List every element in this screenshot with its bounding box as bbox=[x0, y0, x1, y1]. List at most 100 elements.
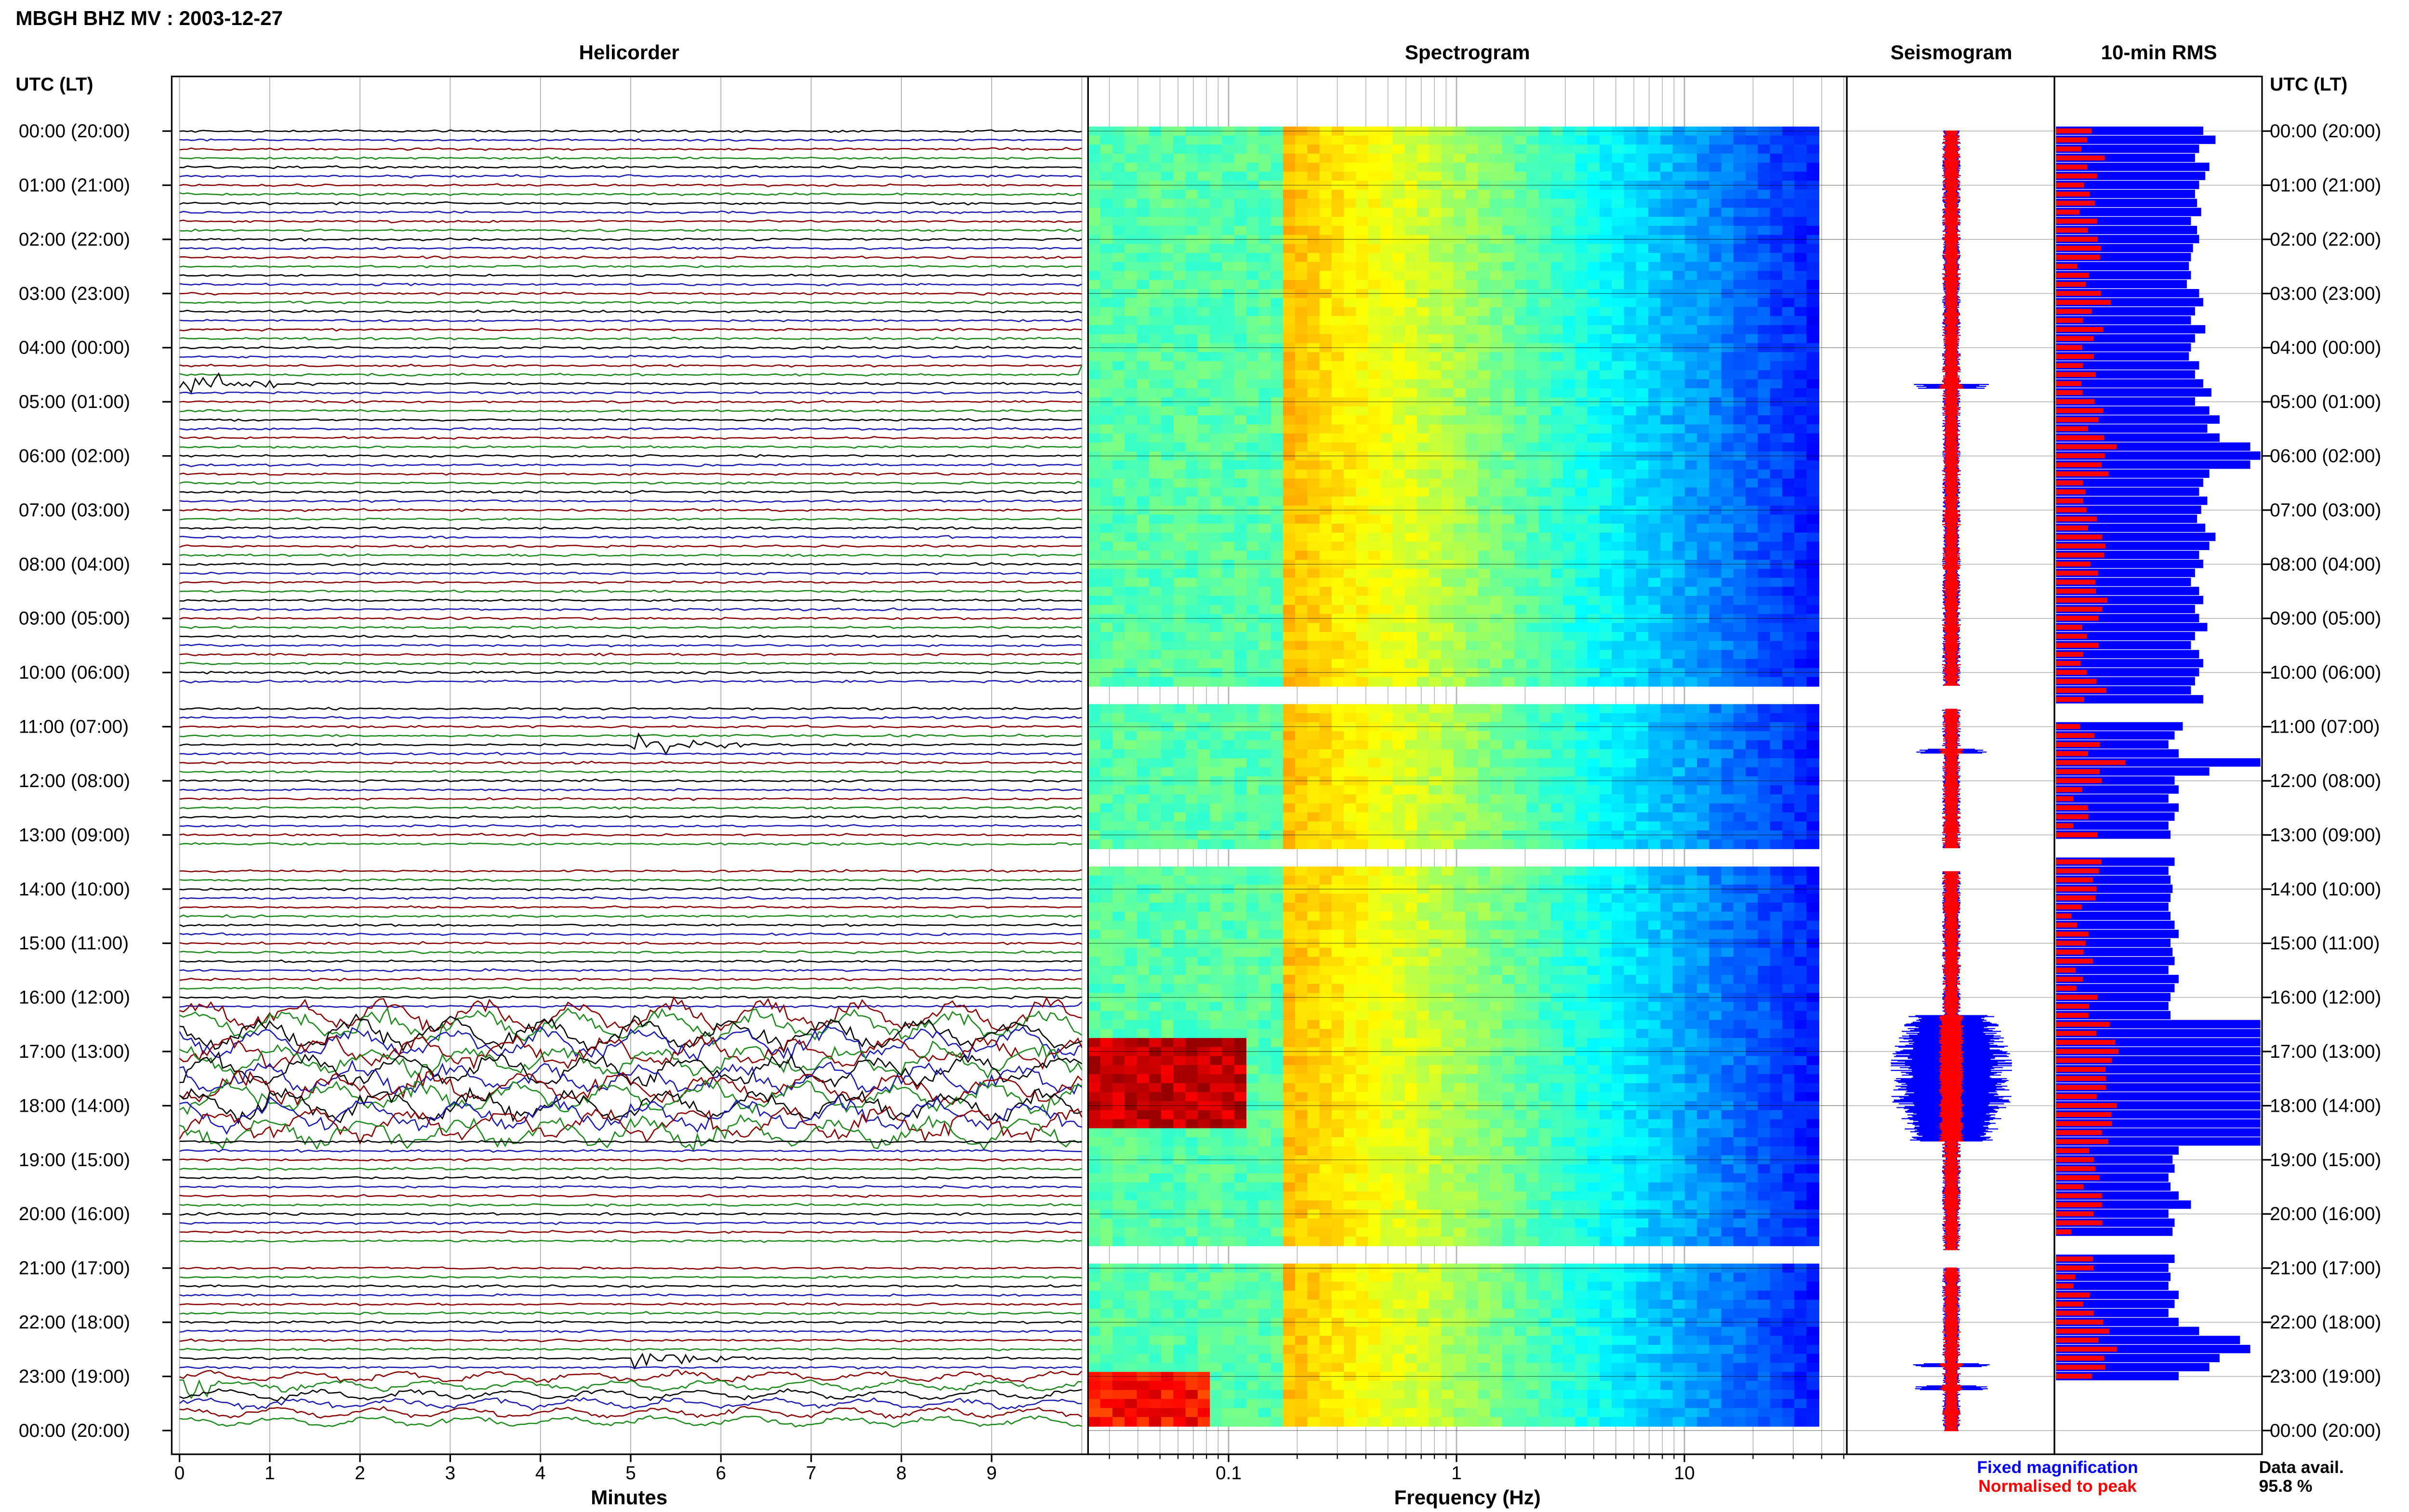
spectrogram-cell bbox=[1404, 767, 1418, 777]
spectrogram-cell bbox=[1550, 541, 1564, 552]
spectrogram-cell bbox=[1246, 280, 1259, 290]
spectrogram-cell bbox=[1295, 153, 1308, 163]
helicorder-trace bbox=[179, 408, 1082, 413]
spectrogram-cell bbox=[1746, 271, 1759, 281]
spectrogram-cell bbox=[1490, 307, 1503, 317]
spectrogram-cell bbox=[1478, 803, 1491, 813]
spectrogram-cell bbox=[1380, 731, 1393, 741]
spectrogram-cell bbox=[1612, 442, 1625, 452]
spectrogram-cell bbox=[1453, 262, 1467, 272]
spectrogram-cell bbox=[1173, 307, 1186, 317]
spectrogram-cell bbox=[1770, 524, 1783, 534]
spectrogram-cell bbox=[1782, 713, 1795, 723]
spectrogram-cell bbox=[1648, 514, 1661, 525]
helicorder-trace bbox=[179, 1001, 1083, 1009]
spectrogram-cell bbox=[1100, 623, 1113, 633]
spectrogram-cell bbox=[1356, 568, 1369, 579]
spectrogram-cell bbox=[1490, 424, 1503, 434]
spectrogram-cell bbox=[1283, 298, 1296, 308]
spectrogram-cell bbox=[1307, 713, 1320, 723]
helicorder-trace bbox=[179, 1284, 1082, 1288]
spectrogram-cell bbox=[1258, 722, 1271, 732]
spectrogram-cell bbox=[1465, 677, 1479, 687]
spectrogram-cell bbox=[1404, 181, 1418, 191]
spectrogram-cell bbox=[1356, 198, 1369, 209]
spectrogram-cell bbox=[1575, 821, 1588, 831]
spectrogram-cell bbox=[1319, 469, 1333, 479]
spectrogram-cell bbox=[1088, 181, 1101, 191]
spectrogram-cell bbox=[1526, 433, 1539, 443]
spectrogram-cell bbox=[1441, 587, 1454, 597]
spectrogram-cell bbox=[1125, 460, 1138, 470]
spectrogram-cell bbox=[1234, 271, 1247, 281]
spectrogram-cell bbox=[1782, 135, 1795, 145]
spectrogram-cell bbox=[1112, 704, 1125, 714]
spectrogram-cell bbox=[1502, 614, 1515, 624]
spectrogram-cell bbox=[1684, 280, 1698, 290]
spectrogram-cell bbox=[1758, 587, 1771, 597]
spectrogram-cell bbox=[1733, 514, 1747, 525]
spectrogram-cell bbox=[1137, 370, 1150, 380]
spectrogram-cell bbox=[1758, 541, 1771, 552]
spectrogram-cell bbox=[1733, 767, 1747, 777]
spectrogram-cell bbox=[1684, 135, 1698, 145]
spectrogram-cell bbox=[1137, 568, 1150, 579]
spectrogram-cell bbox=[1514, 812, 1527, 822]
spectrogram-cell bbox=[1380, 587, 1393, 597]
spectrogram-cell bbox=[1684, 560, 1698, 570]
spectrogram-cell bbox=[1283, 722, 1296, 732]
spectrogram-cell bbox=[1721, 803, 1734, 813]
spectrogram-cell bbox=[1502, 731, 1515, 741]
spectrogram-cell bbox=[1125, 551, 1138, 561]
spectrogram-cell bbox=[1429, 821, 1442, 831]
spectrogram-cell bbox=[1806, 505, 1820, 515]
spectrogram-cell bbox=[1356, 839, 1369, 849]
spectrogram-cell bbox=[1563, 307, 1576, 317]
spectrogram-cell bbox=[1137, 623, 1150, 633]
spectrogram-cell bbox=[1222, 262, 1235, 272]
spectrogram-cell bbox=[1161, 767, 1174, 777]
spectrogram-cell bbox=[1746, 505, 1759, 515]
spectrogram-cell bbox=[1648, 334, 1661, 344]
spectrogram-cell bbox=[1636, 875, 1649, 885]
spectrogram-cell bbox=[1709, 406, 1722, 416]
spectrogram-cell bbox=[1550, 821, 1564, 831]
spectrogram-cell bbox=[1161, 713, 1174, 723]
spectrogram-cell bbox=[1173, 650, 1186, 660]
spectrogram-cell bbox=[1709, 496, 1722, 506]
spectrogram-cell bbox=[1441, 776, 1454, 786]
spectrogram-cell bbox=[1149, 713, 1162, 723]
spectrogram-cell bbox=[1210, 758, 1223, 768]
spectrogram-cell bbox=[1380, 650, 1393, 660]
spectrogram-cell bbox=[1441, 560, 1454, 570]
spectrogram-cell bbox=[1709, 126, 1722, 136]
spectrogram-cell bbox=[1794, 605, 1807, 615]
helicorder-trace bbox=[179, 995, 1082, 999]
spectrogram-cell bbox=[1112, 794, 1125, 804]
spectrogram-cell bbox=[1490, 217, 1503, 227]
spectrogram-cell bbox=[1368, 641, 1381, 651]
spectrogram-cell bbox=[1429, 153, 1442, 163]
spectrogram-cell bbox=[1283, 704, 1296, 714]
spectrogram-cell bbox=[1502, 595, 1515, 605]
spectrogram-cell bbox=[1660, 713, 1673, 723]
spectrogram-cell bbox=[1636, 406, 1649, 416]
spectrogram-cell bbox=[1125, 442, 1138, 452]
spectrogram-cell bbox=[1416, 433, 1430, 443]
spectrogram-cell bbox=[1173, 794, 1186, 804]
spectrogram-cell bbox=[1526, 605, 1539, 615]
spectrogram-cell bbox=[1770, 659, 1783, 669]
spectrogram-cell bbox=[1149, 866, 1162, 877]
spectrogram-cell bbox=[1125, 126, 1138, 136]
spectrogram-cell bbox=[1404, 713, 1418, 723]
spectrogram-cell bbox=[1246, 153, 1259, 163]
spectrogram-cell bbox=[1526, 217, 1539, 227]
spectrogram-cell bbox=[1283, 189, 1296, 199]
spectrogram-cell bbox=[1624, 524, 1637, 534]
spectrogram-cell bbox=[1575, 352, 1588, 362]
spectrogram-cell bbox=[1271, 442, 1284, 452]
spectrogram-cell bbox=[1465, 198, 1479, 209]
spectrogram-cell bbox=[1234, 623, 1247, 633]
spectrogram-cell bbox=[1271, 379, 1284, 389]
spectrogram-cell bbox=[1356, 181, 1369, 191]
